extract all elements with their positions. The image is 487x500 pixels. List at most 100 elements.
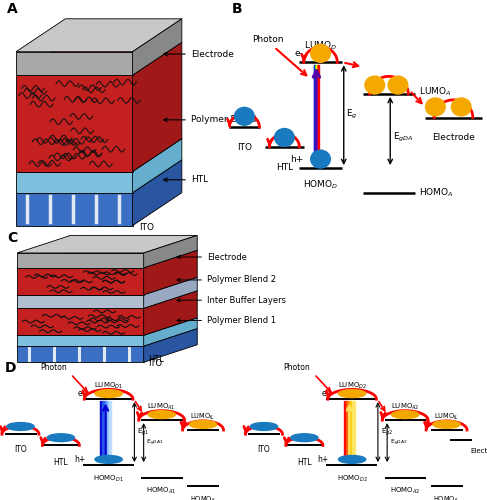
Polygon shape — [17, 250, 197, 268]
Text: Electrode: Electrode — [470, 448, 487, 454]
Circle shape — [392, 410, 419, 418]
Circle shape — [311, 150, 330, 168]
Text: E$_{gDA1}$: E$_{gDA1}$ — [146, 438, 164, 448]
Polygon shape — [16, 172, 132, 192]
Circle shape — [250, 422, 278, 430]
Text: Electrode: Electrode — [177, 252, 247, 262]
Text: h+: h+ — [318, 455, 329, 464]
Text: E$_{g1}$: E$_{g1}$ — [137, 426, 150, 438]
Circle shape — [148, 410, 175, 418]
Text: B: B — [231, 2, 242, 16]
Text: ITO: ITO — [258, 446, 270, 454]
Text: HOMO$_{IL}$: HOMO$_{IL}$ — [189, 494, 217, 500]
Polygon shape — [17, 318, 197, 336]
Text: ITO: ITO — [139, 224, 154, 232]
Text: LUMO$_A$: LUMO$_A$ — [419, 86, 451, 98]
Circle shape — [275, 128, 294, 146]
Circle shape — [7, 422, 34, 430]
Polygon shape — [16, 42, 182, 75]
Circle shape — [365, 76, 385, 94]
Polygon shape — [144, 318, 197, 346]
Polygon shape — [144, 328, 197, 362]
Text: h+: h+ — [74, 455, 85, 464]
Text: E$_{gDA}$: E$_{gDA}$ — [393, 131, 413, 144]
Text: Polymer Blend 1: Polymer Blend 1 — [177, 316, 276, 325]
Text: E$_{g2}$: E$_{g2}$ — [381, 426, 393, 438]
Text: LUMO$_{IL}$: LUMO$_{IL}$ — [434, 412, 459, 422]
Text: HTL: HTL — [164, 176, 208, 184]
Text: e-: e- — [295, 49, 304, 58]
Polygon shape — [17, 328, 197, 346]
Text: E$_{gDA2}$: E$_{gDA2}$ — [390, 438, 407, 448]
Text: LUMO$_{A2}$: LUMO$_{A2}$ — [391, 402, 419, 412]
Polygon shape — [17, 253, 144, 268]
Text: HTL: HTL — [149, 355, 165, 364]
Circle shape — [433, 420, 460, 428]
Text: HOMO$_{A2}$: HOMO$_{A2}$ — [390, 486, 420, 496]
Circle shape — [189, 420, 217, 428]
Text: HOMO$_A$: HOMO$_A$ — [419, 186, 453, 199]
Text: C: C — [7, 232, 18, 245]
Polygon shape — [16, 75, 132, 172]
Circle shape — [388, 76, 408, 94]
Text: h+: h+ — [290, 154, 304, 164]
Polygon shape — [17, 308, 144, 336]
Text: LUMO$_{D2}$: LUMO$_{D2}$ — [337, 380, 367, 391]
Polygon shape — [17, 295, 144, 308]
Text: LUMO$_D$: LUMO$_D$ — [304, 39, 337, 52]
Polygon shape — [17, 268, 144, 295]
Text: Photon: Photon — [284, 363, 310, 372]
Circle shape — [426, 98, 445, 116]
Text: LUMO$_{IL}$: LUMO$_{IL}$ — [190, 412, 216, 422]
Circle shape — [338, 456, 366, 464]
Text: HTL: HTL — [54, 458, 68, 467]
Text: Polymer Blend 2: Polymer Blend 2 — [177, 276, 276, 284]
Circle shape — [291, 434, 318, 442]
Polygon shape — [132, 160, 182, 226]
Text: Photon: Photon — [40, 363, 67, 372]
Text: ITO: ITO — [237, 144, 252, 152]
Circle shape — [235, 108, 254, 126]
Text: HOMO$_{D2}$: HOMO$_{D2}$ — [337, 474, 368, 484]
Polygon shape — [16, 160, 182, 192]
Text: HOMO$_D$: HOMO$_D$ — [303, 178, 338, 191]
Polygon shape — [16, 138, 182, 172]
Polygon shape — [132, 138, 182, 192]
Text: ITO: ITO — [14, 446, 27, 454]
Text: E$_g$: E$_g$ — [346, 108, 357, 120]
Text: HTL: HTL — [276, 164, 293, 172]
Polygon shape — [16, 52, 132, 75]
Text: A: A — [7, 2, 18, 16]
Polygon shape — [17, 346, 144, 362]
Text: D: D — [5, 362, 17, 376]
Text: e-: e- — [321, 389, 329, 398]
Polygon shape — [16, 19, 182, 52]
Polygon shape — [132, 42, 182, 172]
Text: HOMO$_{IL}$: HOMO$_{IL}$ — [433, 494, 460, 500]
Polygon shape — [17, 277, 197, 295]
Polygon shape — [17, 291, 197, 308]
Text: HTL: HTL — [297, 458, 312, 467]
Circle shape — [311, 44, 330, 62]
Polygon shape — [16, 192, 132, 226]
Text: LUMO$_{A1}$: LUMO$_{A1}$ — [148, 402, 176, 412]
Text: Polymer Blend: Polymer Blend — [164, 116, 256, 124]
Circle shape — [338, 390, 366, 398]
Polygon shape — [144, 236, 197, 268]
Circle shape — [451, 98, 471, 116]
Text: HOMO$_{A1}$: HOMO$_{A1}$ — [147, 486, 177, 496]
Polygon shape — [17, 336, 144, 346]
Text: Inter Buffer Layers: Inter Buffer Layers — [177, 296, 286, 304]
Polygon shape — [144, 250, 197, 295]
Polygon shape — [132, 19, 182, 75]
Text: LUMO$_{D1}$: LUMO$_{D1}$ — [94, 380, 123, 391]
Polygon shape — [144, 277, 197, 308]
Text: ITO: ITO — [149, 359, 163, 368]
Text: Photon: Photon — [252, 36, 283, 44]
Circle shape — [95, 456, 122, 464]
Polygon shape — [17, 236, 197, 253]
Polygon shape — [144, 291, 197, 336]
Text: HOMO$_{D1}$: HOMO$_{D1}$ — [93, 474, 124, 484]
Text: Electrode: Electrode — [432, 133, 475, 142]
Text: e-: e- — [78, 389, 85, 398]
